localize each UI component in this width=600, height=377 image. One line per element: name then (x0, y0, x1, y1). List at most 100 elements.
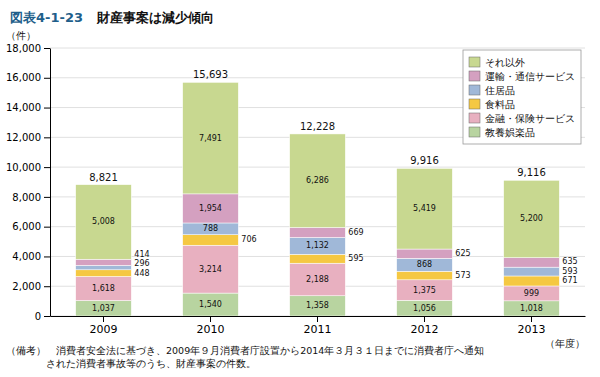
x-tick-mark (317, 316, 318, 322)
y-tick: 14,000 (6, 102, 50, 113)
bar (290, 263, 346, 296)
data-label: 868 (417, 260, 432, 269)
grid-line (50, 48, 585, 49)
x-axis: 20092010201120122013 (51, 316, 586, 336)
y-axis-title: （件） (6, 30, 36, 41)
bar (76, 259, 132, 265)
bar (504, 286, 560, 301)
y-tick-mark (44, 256, 50, 257)
bar (183, 245, 239, 293)
legend-item: 運輸・通信サービス (469, 71, 575, 82)
x-tick-mark (103, 316, 104, 322)
data-label: 671 (562, 276, 577, 285)
x-tick-label: 2011 (304, 323, 332, 336)
y-tick: 12,000 (6, 132, 50, 143)
data-label: 5,419 (413, 204, 436, 213)
data-label: 6,286 (306, 176, 329, 185)
bar (504, 180, 560, 257)
x-tick-mark (210, 316, 211, 322)
y-tick-mark (44, 316, 50, 317)
grid (50, 48, 585, 316)
legend-label: 食料品 (485, 99, 515, 110)
bar (290, 296, 346, 316)
y-tick-mark (44, 286, 50, 287)
bar (397, 300, 453, 316)
data-label: 296 (134, 259, 149, 268)
data-label: 595 (348, 254, 363, 263)
total-label: 12,228 (300, 121, 335, 132)
y-tick-label: 18,000 (6, 43, 41, 54)
bar (504, 258, 560, 267)
legend-box (463, 50, 581, 144)
x-tick-mark (531, 316, 532, 322)
x-tick-label: 2012 (411, 323, 439, 336)
data-label: 573 (455, 271, 470, 280)
y-tick-mark (44, 108, 50, 109)
y-tick: 6,000 (12, 221, 50, 232)
data-label: 2,188 (306, 275, 329, 284)
data-label: 669 (348, 228, 363, 237)
bar (76, 270, 132, 277)
data-label: 1,954 (199, 204, 222, 213)
y-tick-label: 12,000 (6, 132, 41, 143)
footnote-line: （備考） 消費者安全法に基づき、2009年９月消費者庁設置から2014年３月３１… (6, 345, 484, 356)
header: 図表4-1-23財産事案は減少傾向 (10, 10, 214, 25)
y-tick: 4,000 (12, 251, 50, 262)
x-tick: 2010 (197, 316, 225, 336)
y-tick-label: 14,000 (6, 102, 41, 113)
data-label: 1,540 (199, 300, 222, 309)
y-tick-label: 4,000 (12, 251, 41, 262)
data-label: 1,132 (306, 241, 329, 250)
legend-item: 食料品 (469, 99, 515, 110)
data-label: 3,214 (199, 265, 222, 274)
y-tick-mark (44, 197, 50, 198)
bar (183, 223, 239, 235)
y-tick: 16,000 (6, 72, 50, 83)
data-label: 788 (203, 224, 218, 233)
bar-series (76, 293, 560, 316)
y-tick-mark (44, 48, 50, 49)
bar-series (76, 223, 560, 276)
y-tick: 2,000 (12, 281, 50, 292)
bar (76, 276, 132, 300)
legend-label: 運輸・通信サービス (485, 71, 575, 82)
data-label: 625 (455, 249, 470, 258)
y-tick-label: 0 (35, 311, 41, 322)
bar (76, 301, 132, 316)
y-tick-mark (44, 167, 50, 168)
bar-series (76, 82, 560, 259)
bar (290, 228, 346, 238)
y-tick-label: 8,000 (12, 192, 41, 203)
legend-label: 教養娯楽品 (485, 127, 535, 138)
data-label: 1,618 (92, 284, 115, 293)
y-tick: 18,000 (6, 43, 50, 54)
chart-svg: 図表4-1-23財産事案は減少傾向02,0004,0006,0008,00010… (0, 0, 600, 377)
legend-swatch (469, 71, 480, 81)
legend-swatch (469, 57, 480, 67)
data-label: 7,491 (199, 134, 222, 143)
bar (504, 276, 560, 286)
total-label: 9,916 (410, 155, 439, 166)
legend-label: 金融・保険サービス (485, 113, 575, 124)
legend-item: 金融・保険サービス (469, 113, 575, 124)
legend-item: 住居品 (469, 85, 515, 96)
legend-label: 住居品 (485, 85, 515, 96)
bar (183, 293, 239, 316)
x-tick-mark (424, 316, 425, 322)
y-tick-label: 16,000 (6, 72, 41, 83)
data-label: 635 (562, 257, 577, 266)
bar (290, 134, 346, 228)
bar (504, 301, 560, 316)
legend-item: それ以外 (469, 57, 525, 68)
x-tick: 2009 (90, 316, 118, 336)
data-label: 414 (134, 250, 149, 259)
legend-item: 教養娯楽品 (469, 127, 535, 138)
plot: 02,0004,0006,0008,00010,00012,00014,0001… (6, 43, 586, 336)
x-axis-title: （年度） (545, 338, 585, 349)
data-label: 1,018 (520, 304, 543, 313)
data-label: 999 (524, 289, 539, 298)
x-tick-label: 2009 (90, 323, 118, 336)
data-label: 1,358 (306, 301, 329, 310)
figure-label: 図表4-1-23 (10, 10, 83, 25)
total-label: 9,116 (517, 167, 546, 178)
